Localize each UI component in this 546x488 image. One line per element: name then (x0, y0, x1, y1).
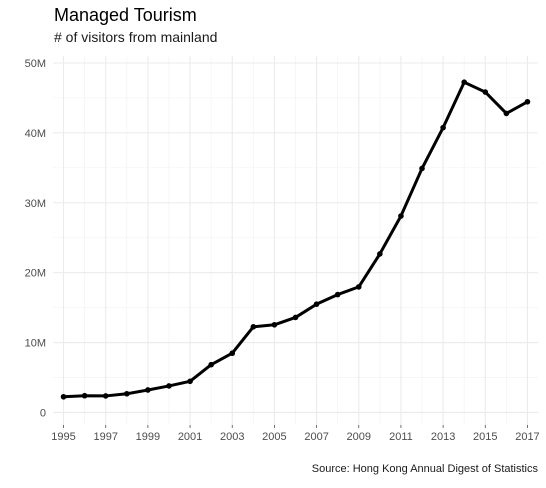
data-point (61, 394, 67, 400)
grid (53, 56, 538, 425)
data-point (251, 324, 257, 330)
x-tick-label: 2015 (473, 431, 497, 443)
x-tick-label: 2017 (515, 431, 539, 443)
data-point (166, 383, 172, 389)
data-point (272, 322, 278, 328)
x-tick-label: 1995 (51, 431, 75, 443)
data-point (187, 379, 193, 385)
data-point (398, 213, 404, 219)
y-axis: 0 10M 20M 30M 40M 50M (25, 58, 46, 419)
data-point (482, 89, 488, 95)
x-tick-label: 1999 (136, 431, 160, 443)
y-tick-label: 0 (40, 407, 46, 419)
x-tick-label: 2001 (178, 431, 202, 443)
x-tick-label: 2005 (262, 431, 286, 443)
chart-title: Managed Tourism (54, 5, 197, 25)
x-tick-label: 2003 (220, 431, 244, 443)
data-point (293, 315, 299, 321)
x-tick-label: 2011 (389, 431, 413, 443)
data-point (335, 292, 341, 298)
data-point (461, 79, 467, 85)
data-point (525, 99, 531, 105)
chart-subtitle: # of visitors from mainland (54, 29, 217, 45)
data-point (377, 251, 383, 257)
data-point (440, 125, 446, 131)
data-point (145, 387, 151, 393)
data-point (124, 391, 130, 397)
data-point (504, 111, 510, 117)
data-point (356, 284, 362, 290)
y-tick-label: 50M (25, 58, 46, 70)
data-point (419, 166, 425, 172)
x-tick-label: 2013 (431, 431, 455, 443)
data-point (82, 393, 88, 399)
y-tick-label: 40M (25, 128, 46, 140)
y-tick-label: 20M (25, 268, 46, 280)
x-axis: 1995 1997 1999 2001 2003 2005 2007 2009 2011 2013… (51, 425, 539, 443)
data-point (229, 350, 235, 356)
y-tick-label: 30M (25, 198, 46, 210)
chart-caption: Source: Hong Kong Annual Digest of Stati… (312, 463, 539, 475)
x-tick-label: 2007 (304, 431, 328, 443)
data-point (314, 301, 320, 307)
x-tick-label: 2009 (347, 431, 371, 443)
data-point (103, 393, 109, 399)
y-tick-label: 10M (25, 338, 46, 350)
data-point (208, 362, 214, 368)
x-tick-label: 1997 (93, 431, 117, 443)
